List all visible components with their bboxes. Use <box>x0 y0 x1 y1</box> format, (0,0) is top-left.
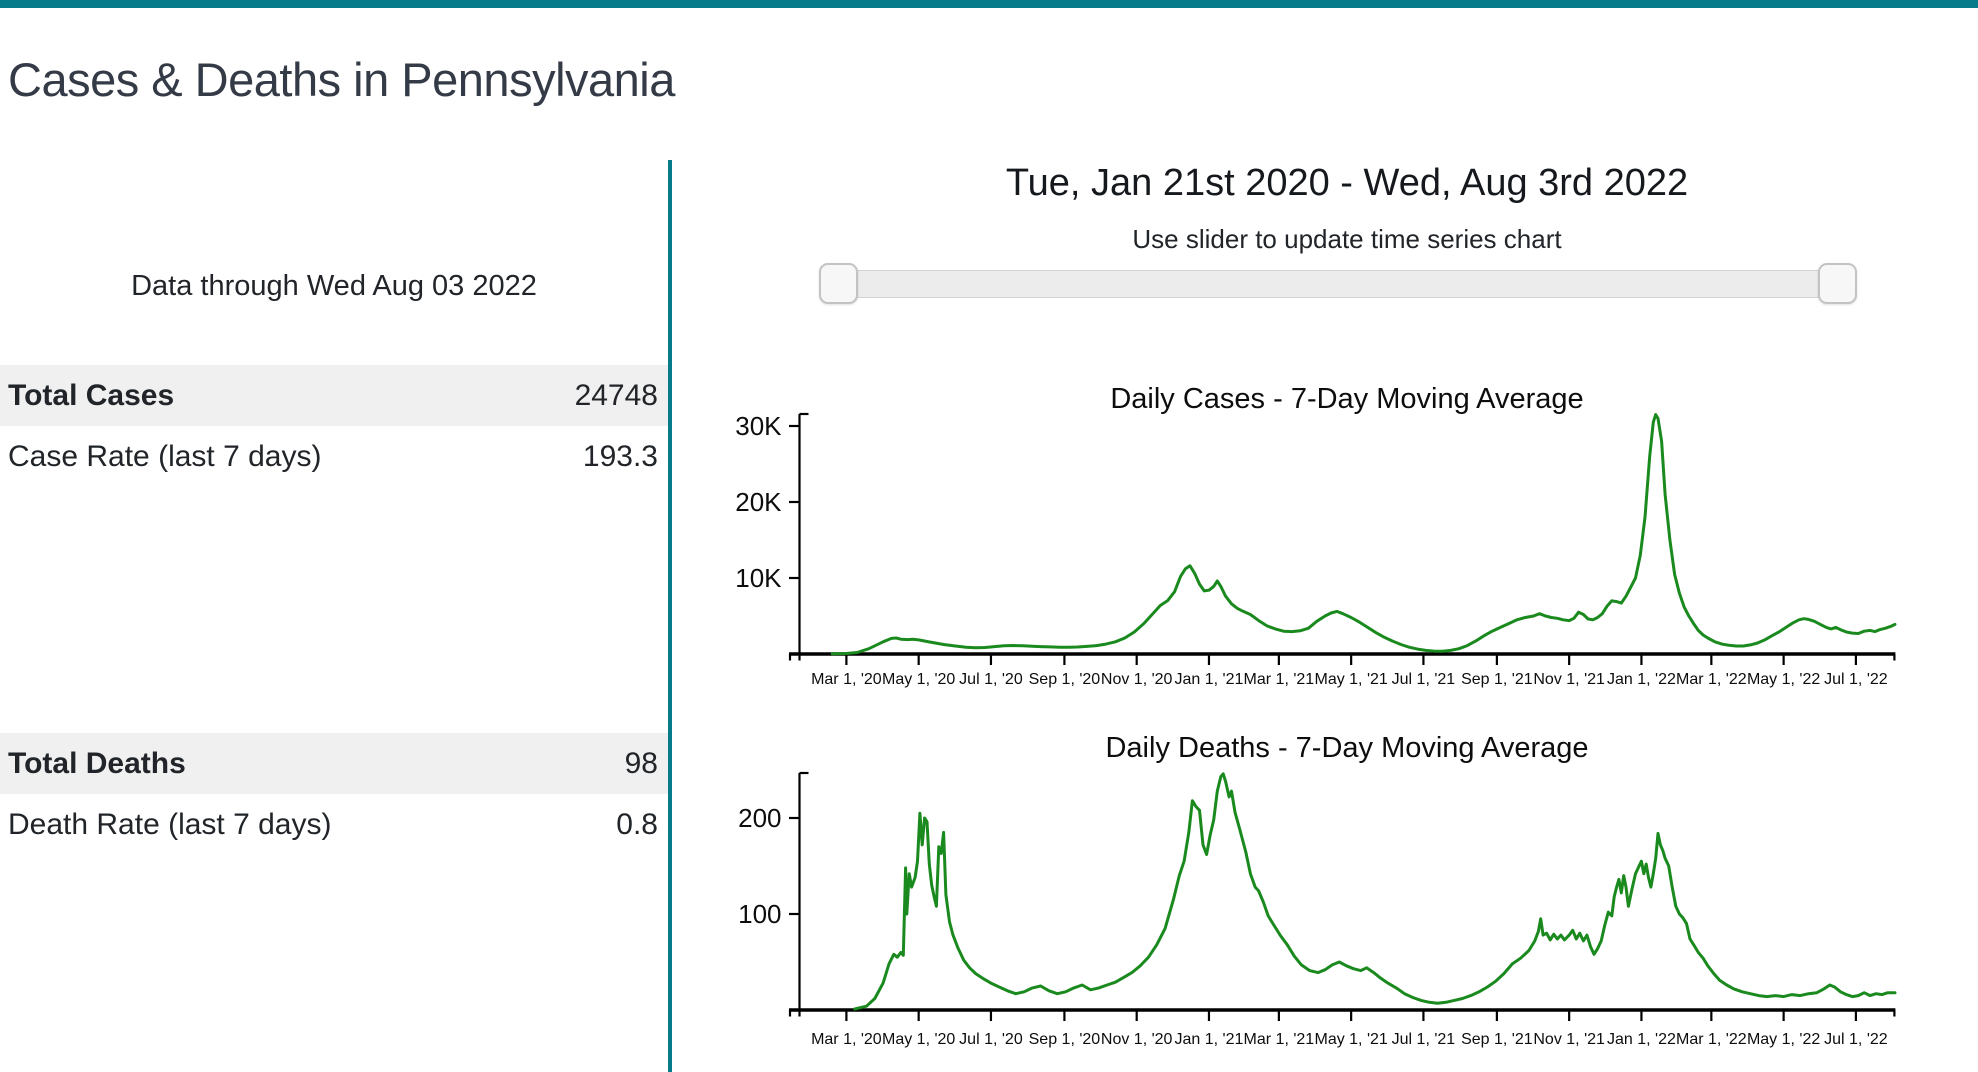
x-tick-label: Jul 1, '22 <box>1824 1031 1888 1048</box>
y-tick-label: 100 <box>738 899 781 929</box>
x-tick-label: Jan 1, '22 <box>1607 1031 1676 1048</box>
date-range-title: Tue, Jan 21st 2020 - Wed, Aug 3rd 2022 <box>1005 162 1689 204</box>
table-row: Total Deaths 98 <box>0 733 668 794</box>
daily-cases-chart: Mar 1, '20 May 1, '20 Jul 1, '20 Sep 1, '20… <box>735 411 1897 688</box>
x-tick-label: Sep 1, '21 <box>1461 1031 1533 1048</box>
x-tick-label: Sep 1, '20 <box>1029 1031 1101 1048</box>
x-tick-label: Nov 1, '21 <box>1533 1031 1605 1048</box>
date-range-slider-track[interactable] <box>820 270 1857 298</box>
x-tick-label: Mar 1, '21 <box>1244 1031 1315 1048</box>
deaths-chart-title: Daily Deaths - 7-Day Moving Average <box>1105 732 1589 764</box>
death-rate-label: Death Rate (last 7 days) <box>8 807 332 841</box>
slider-handle-start[interactable] <box>819 263 858 304</box>
x-tick-label: May 1, '21 <box>1314 671 1387 688</box>
cases-chart-title: Daily Cases - 7-Day Moving Average <box>1110 383 1584 415</box>
x-tick-label: Mar 1, '20 <box>811 671 882 688</box>
table-row: Total Cases 24748 <box>0 365 668 426</box>
x-tick-label: Nov 1, '20 <box>1101 1031 1173 1048</box>
daily-deaths-7day-moving-average <box>853 772 1897 1011</box>
page-title: Cases & Deaths in Pennsylvania <box>8 53 675 106</box>
case-rate-value: 193.3 <box>582 439 658 473</box>
x-tick-label: May 1, '20 <box>882 1031 955 1048</box>
total-cases-label: Total Cases <box>8 378 175 412</box>
x-tick-label: Jan 1, '21 <box>1175 1031 1244 1048</box>
death-rate-value: 0.8 <box>616 807 658 841</box>
x-tick-label: Jul 1, '21 <box>1392 1031 1456 1048</box>
x-tick-label: Jul 1, '20 <box>959 1031 1023 1048</box>
x-tick-label: May 1, '22 <box>1747 1031 1820 1048</box>
total-cases-value: 24748 <box>574 378 658 412</box>
x-tick-label: May 1, '21 <box>1314 1031 1387 1048</box>
top-accent-bar <box>0 0 1978 8</box>
case-rate-label: Case Rate (last 7 days) <box>8 439 322 473</box>
y-tick-label: 20K <box>735 487 782 517</box>
slider-handle-end[interactable] <box>1818 263 1857 304</box>
x-tick-label: Mar 1, '22 <box>1676 671 1747 688</box>
x-tick-label: Mar 1, '20 <box>811 1031 882 1048</box>
table-row: Case Rate (last 7 days) 193.3 <box>0 426 668 487</box>
x-tick-label: Jul 1, '21 <box>1392 671 1456 688</box>
total-deaths-value: 98 <box>624 746 658 780</box>
x-tick-label: May 1, '22 <box>1747 671 1820 688</box>
slider-hint-label: Use slider to update time series chart <box>1132 224 1562 254</box>
x-tick-label: Sep 1, '21 <box>1461 671 1533 688</box>
x-tick-label: Jul 1, '20 <box>959 671 1023 688</box>
x-tick-label: Jan 1, '21 <box>1175 671 1244 688</box>
y-tick-label: 200 <box>738 803 781 833</box>
y-tick-label: 10K <box>735 563 782 593</box>
x-tick-label: Jan 1, '22 <box>1607 671 1676 688</box>
x-tick-label: May 1, '20 <box>882 671 955 688</box>
x-tick-label: Sep 1, '20 <box>1029 671 1101 688</box>
daily-deaths-chart: Mar 1, '20 May 1, '20 Jul 1, '20 Sep 1, '20… <box>738 771 1897 1048</box>
x-tick-label: Nov 1, '21 <box>1533 671 1605 688</box>
table-row: Death Rate (last 7 days) 0.8 <box>0 794 668 855</box>
x-tick-label: Nov 1, '20 <box>1101 671 1173 688</box>
x-tick-label: Mar 1, '21 <box>1244 671 1315 688</box>
x-tick-label: Jul 1, '22 <box>1824 671 1888 688</box>
vertical-divider <box>668 160 672 1072</box>
x-tick-label: Mar 1, '22 <box>1676 1031 1747 1048</box>
daily-cases-7day-moving-average <box>830 413 1897 656</box>
total-deaths-label: Total Deaths <box>8 746 186 780</box>
y-tick-label: 30K <box>735 411 782 441</box>
data-through-label: Data through Wed Aug 03 2022 <box>131 270 537 302</box>
